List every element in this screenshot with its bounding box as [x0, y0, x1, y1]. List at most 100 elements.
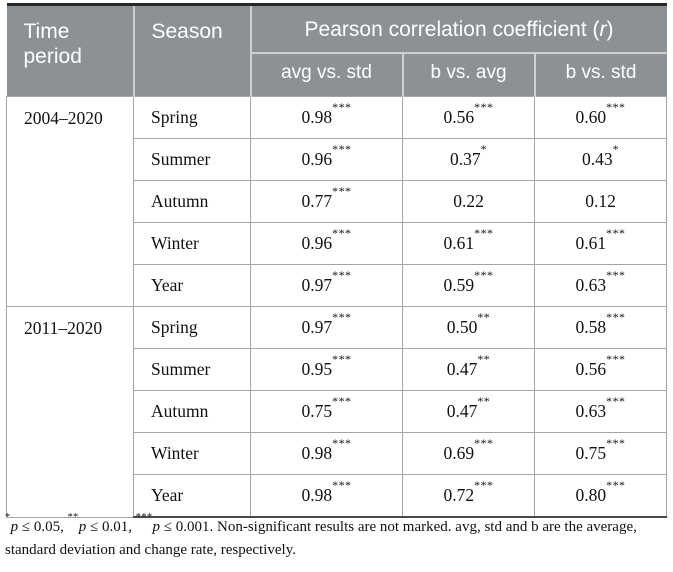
- corr-b-avg-cell: 0.59***: [402, 264, 535, 307]
- corr-b-std-cell: 0.75***: [533, 432, 668, 475]
- significance-stars: ***: [606, 309, 626, 324]
- significance-stars: *: [612, 141, 620, 156]
- header-time-period: Time period: [6, 3, 134, 97]
- season-cell: Summer: [133, 138, 251, 181]
- corr-value: 0.60: [575, 107, 607, 127]
- corr-value: 0.98: [301, 443, 333, 463]
- footnote-p-italic: p: [10, 519, 19, 535]
- significance-stars: ***: [474, 99, 494, 114]
- corr-avg-std-cell: 0.98***: [250, 432, 403, 475]
- significance-stars: **: [477, 351, 491, 366]
- significance-stars: **: [477, 393, 491, 408]
- corr-value: 0.98: [301, 107, 333, 127]
- corr-value: 0.47: [446, 401, 478, 421]
- corr-b-std-cell: 0.43*: [533, 138, 668, 181]
- corr-value: 0.63: [575, 275, 607, 295]
- season-cell: Spring: [133, 96, 251, 139]
- significance-stars: ***: [332, 141, 352, 156]
- corr-b-std-cell: 0.61***: [533, 222, 668, 265]
- significance-stars: ***: [332, 477, 352, 492]
- table-body: 2004–2020 Spring 0.98*** 0.56*** 0.60***…: [6, 96, 668, 518]
- pearson-r-symbol: r: [599, 18, 607, 41]
- significance-stars: ***: [474, 435, 494, 450]
- corr-value: 0.95: [301, 359, 333, 379]
- corr-b-avg-cell: 0.50**: [402, 306, 535, 349]
- significance-stars: ***: [332, 309, 352, 324]
- table-row: Autumn 0.75*** 0.47** 0.63***: [7, 390, 668, 433]
- table-row: Summer 0.96*** 0.37* 0.43*: [7, 138, 668, 181]
- corr-b-avg-cell: 0.56***: [402, 96, 535, 139]
- significance-stars: ***: [606, 351, 626, 366]
- pearson-label-prefix: Pearson correlation coefficient (: [304, 18, 600, 41]
- footnote-p-italic: p: [78, 519, 87, 535]
- footnote-star-3: ***: [135, 512, 153, 524]
- significance-stars: ***: [606, 225, 626, 240]
- footnote-p-italic: p: [152, 519, 161, 535]
- table-row: 2004–2020 Spring 0.98*** 0.56*** 0.60***: [6, 96, 668, 307]
- significance-stars: ***: [474, 477, 494, 492]
- corr-b-std-cell: 0.12: [533, 180, 668, 223]
- season-cell: Winter: [133, 432, 251, 475]
- corr-value: 0.97: [301, 317, 333, 337]
- season-cell: Autumn: [133, 180, 251, 223]
- footnote: *p ≤ 0.05, **p ≤ 0.01, ***p ≤ 0.001. Non…: [5, 513, 667, 562]
- corr-value: 0.43: [581, 149, 613, 169]
- footnote-threshold-2: ≤ 0.01,: [86, 519, 136, 535]
- significance-stars: ***: [332, 435, 352, 450]
- corr-avg-std-cell: 0.77***: [250, 180, 403, 223]
- footnote-threshold-1: ≤ 0.05,: [18, 519, 68, 535]
- corr-value: 0.63: [575, 401, 607, 421]
- corr-avg-std-cell: 0.95***: [250, 348, 403, 391]
- corr-b-avg-cell: 0.69***: [402, 432, 535, 475]
- footnote-star-1: *: [5, 512, 11, 524]
- header-avg-vs-std: avg vs. std: [249, 52, 403, 97]
- corr-value: 0.97: [301, 275, 333, 295]
- time-period-cell: 2004–2020: [6, 96, 134, 307]
- significance-stars: ***: [606, 477, 626, 492]
- corr-b-std-cell: 0.63***: [533, 264, 668, 307]
- header-row-sub: avg vs. std b vs. avg b vs. std: [7, 52, 667, 97]
- corr-value: 0.58: [575, 317, 607, 337]
- corr-value: 0.96: [301, 149, 333, 169]
- season-cell: Winter: [133, 222, 251, 265]
- table-header: Time period Season Pearson correlation c…: [6, 3, 667, 97]
- footnote-description: Non-significant results are not marked. …: [5, 519, 637, 558]
- significance-stars: ***: [606, 99, 626, 114]
- significance-stars: ***: [332, 183, 352, 198]
- significance-stars: ***: [332, 225, 352, 240]
- corr-value: 0.96: [301, 233, 333, 253]
- corr-avg-std-cell: 0.96***: [250, 222, 403, 265]
- corr-b-std-cell: 0.56***: [533, 348, 668, 391]
- table-row: Winter 0.96*** 0.61*** 0.61***: [7, 222, 668, 265]
- significance-stars: ***: [474, 267, 494, 282]
- season-cell: Summer: [133, 348, 251, 391]
- header-season-label: Season: [151, 20, 223, 43]
- corr-value: 0.50: [446, 317, 478, 337]
- corr-avg-std-cell: 0.98***: [250, 474, 403, 518]
- significance-stars: **: [477, 309, 491, 324]
- table-row: Summer 0.95*** 0.47** 0.56***: [7, 348, 668, 391]
- corr-avg-std-cell: 0.97***: [250, 306, 403, 349]
- season-cell: Year: [133, 264, 251, 307]
- corr-avg-std-cell: 0.96***: [250, 138, 403, 181]
- significance-stars: *: [480, 141, 488, 156]
- pearson-label-suffix: ): [606, 18, 614, 41]
- header-time-period-label: Time period: [23, 20, 82, 68]
- corr-b-avg-cell: 0.37*: [402, 138, 535, 181]
- significance-stars: ***: [474, 225, 494, 240]
- significance-stars: ***: [332, 99, 352, 114]
- corr-value: 0.75: [575, 443, 607, 463]
- corr-value: 0.72: [443, 485, 475, 505]
- table-row: Winter 0.98*** 0.69*** 0.75***: [7, 432, 668, 475]
- corr-b-std-cell: 0.63***: [533, 390, 668, 433]
- corr-value: 0.98: [301, 485, 333, 505]
- significance-stars: ***: [606, 267, 626, 282]
- significance-stars: ***: [606, 435, 626, 450]
- season-cell: Autumn: [133, 390, 251, 433]
- corr-b-std-cell: 0.60***: [533, 96, 668, 139]
- corr-b-std-cell: 0.80***: [533, 474, 668, 518]
- corr-value: 0.75: [301, 401, 333, 421]
- season-cell: Year: [133, 474, 251, 518]
- corr-value: 0.61: [443, 233, 475, 253]
- significance-stars: ***: [332, 267, 352, 282]
